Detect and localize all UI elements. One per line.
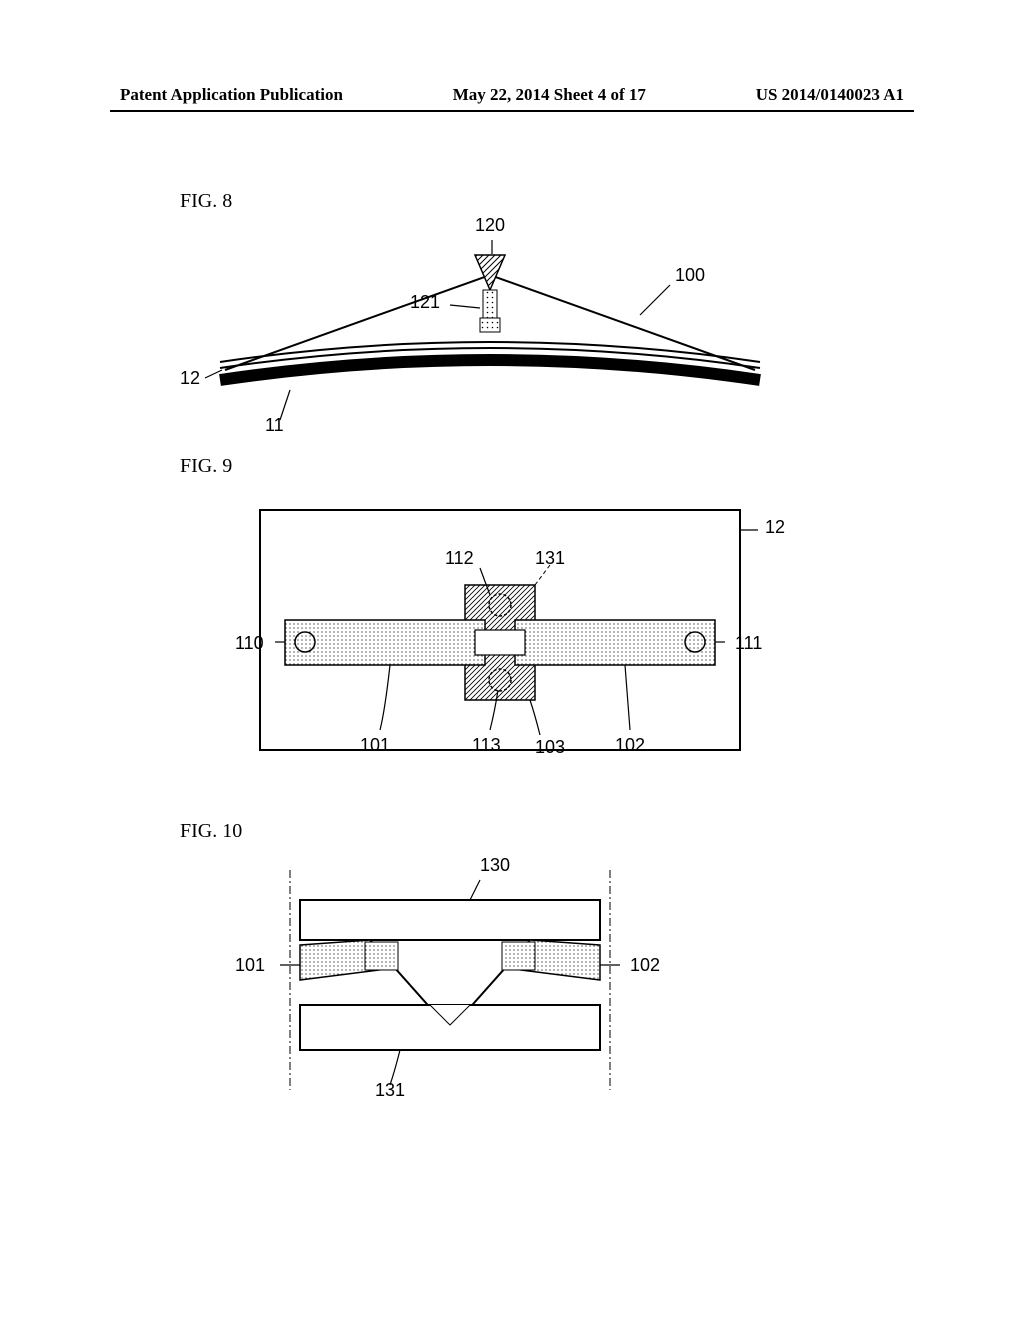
fig9-ref-112: 112 <box>445 548 474 569</box>
fig10-ref-131: 131 <box>375 1080 405 1101</box>
header-right: US 2014/0140023 A1 <box>756 85 904 105</box>
fig9-ref-103: 103 <box>535 737 565 758</box>
figure-8: FIG. 8 <box>180 190 820 440</box>
fig10-ref-101: 101 <box>235 955 265 976</box>
fig10-ref-130: 130 <box>480 855 510 876</box>
fig9-ref-110: 110 <box>235 633 264 654</box>
fig8-ref-12: 12 <box>180 368 200 389</box>
fig9-ref-131: 131 <box>535 548 565 569</box>
fig9-ref-12: 12 <box>765 517 785 538</box>
fig9-ref-111: 111 <box>735 633 762 654</box>
figure-10: FIG. 10 130 101 102 131 <box>180 820 800 1120</box>
fig8-ref-11: 11 <box>265 415 284 436</box>
fig8-drawing <box>180 210 820 440</box>
page-header: Patent Application Publication May 22, 2… <box>120 85 904 105</box>
fig9-ref-102: 102 <box>615 735 645 756</box>
fig8-ref-121: 121 <box>410 292 440 313</box>
fig10-ref-102: 102 <box>630 955 660 976</box>
fig8-ref-100: 100 <box>675 265 705 286</box>
header-center: May 22, 2014 Sheet 4 of 17 <box>453 85 646 105</box>
fig10-label: FIG. 10 <box>180 820 242 843</box>
fig10-drawing <box>180 860 800 1120</box>
fig8-ref-120: 120 <box>475 215 505 236</box>
header-rule <box>110 110 914 112</box>
fig9-ref-101: 101 <box>360 735 390 756</box>
header-left: Patent Application Publication <box>120 85 343 105</box>
fig9-label: FIG. 9 <box>180 455 232 478</box>
figure-9: FIG. 9 <box>180 455 860 785</box>
fig9-ref-113: 113 <box>472 735 501 756</box>
